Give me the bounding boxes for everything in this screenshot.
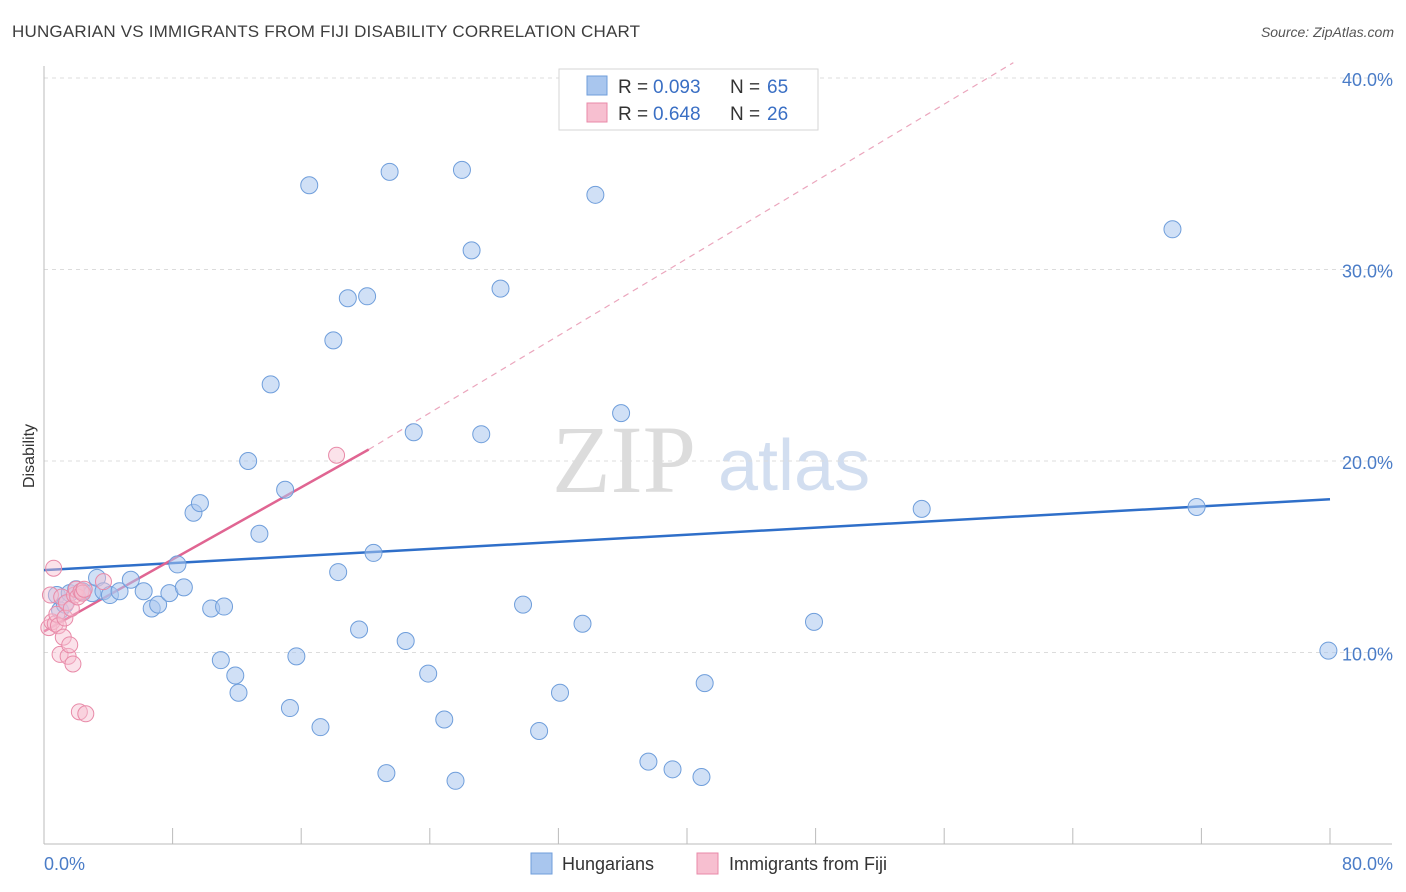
trend-lines <box>43 62 1331 633</box>
fiji-point <box>56 609 74 627</box>
hungarians-point <box>514 595 533 614</box>
x-tick-label: 0.0% <box>44 854 85 874</box>
hungarians-point <box>396 632 415 651</box>
legend-r-label-1: R = <box>618 77 653 98</box>
hungarians-point <box>491 279 510 298</box>
hungarians-point <box>280 699 299 718</box>
legend-swatch-fiji <box>586 102 608 123</box>
legend-r-value-1: 0.093 <box>653 77 701 98</box>
hungarians-point <box>358 287 377 306</box>
legend-r-value-2: 0.648 <box>653 104 701 125</box>
watermark-zip: ZIP <box>552 406 696 513</box>
fiji-point <box>70 703 88 721</box>
y-tick-label: 40.0% <box>1342 70 1393 90</box>
hungarians-point <box>551 683 570 702</box>
hungarians-point <box>435 710 454 729</box>
chart-title: HUNGARIAN VS IMMIGRANTS FROM FIJI DISABI… <box>12 22 641 41</box>
axes: 10.0% 20.0% 30.0% 40.0% 0.0% 80.0% <box>43 66 1393 874</box>
hungarians-point <box>804 612 823 631</box>
hungarians-point <box>912 499 931 518</box>
hungarians-point <box>149 595 168 614</box>
hungarians-point <box>573 614 592 633</box>
hungarians-point <box>612 404 631 423</box>
legend-n-value-1: 65 <box>767 77 788 98</box>
hungarians-point <box>190 494 209 513</box>
hungarians-point <box>1319 641 1338 660</box>
series-legend: Hungarians Immigrants from Fiji <box>530 852 887 875</box>
hungarians-point <box>168 555 187 574</box>
hungarians-point <box>1163 220 1182 239</box>
fiji-point <box>77 705 95 723</box>
series-legend-label-fiji: Immigrants from Fiji <box>729 854 887 874</box>
y-tick-label: 30.0% <box>1342 262 1393 282</box>
hungarians-point <box>211 651 230 670</box>
hungarians-point <box>174 578 193 597</box>
hungarians-point <box>452 160 471 179</box>
hungarians-point <box>226 666 245 685</box>
hungarians-point <box>261 375 280 394</box>
hungarians-point <box>134 582 153 601</box>
hungarians-point <box>663 760 682 779</box>
legend-n-value-2: 26 <box>767 104 788 125</box>
legend-n-label-1: N = <box>730 77 765 98</box>
y-tick-label: 10.0% <box>1342 645 1393 665</box>
hungarians-point <box>215 597 234 616</box>
fiji-point <box>75 580 93 598</box>
fiji-point <box>61 636 79 654</box>
series-legend-swatch-hungarians <box>530 852 553 875</box>
hungarians-point <box>110 582 129 601</box>
hungarians-point <box>695 674 714 693</box>
hungarians-point <box>404 423 423 442</box>
y-axis-title: Disability <box>21 424 38 488</box>
fiji-trend-line <box>43 448 370 633</box>
hungarians-point <box>586 185 605 204</box>
hungarians-point <box>300 176 319 195</box>
data-points <box>40 160 1338 790</box>
fiji-point <box>64 655 82 673</box>
hungarians-point <box>329 563 348 582</box>
hungarians-point <box>338 289 357 308</box>
hungarians-point <box>692 767 711 786</box>
y-tick-label: 20.0% <box>1342 453 1393 473</box>
legend-n-label-2: N = <box>730 104 765 125</box>
hungarians-point <box>462 241 481 260</box>
fiji-point <box>94 573 112 591</box>
hungarians-point <box>472 425 491 444</box>
hungarians-point <box>121 570 140 589</box>
watermark-atlas: atlas <box>718 426 870 506</box>
hungarians-point <box>446 771 465 790</box>
hungarians-point <box>639 752 658 771</box>
legend-swatch-hungarians <box>586 75 608 96</box>
hungarians-point <box>250 524 269 543</box>
correlation-legend: R = 0.093 N = 65 R = 0.648 N = 26 <box>558 68 819 131</box>
hungarians-point <box>1187 497 1206 516</box>
hungarians-point <box>350 620 369 639</box>
hungarians-trend-line <box>43 498 1331 572</box>
series-legend-swatch-fiji <box>696 852 719 875</box>
x-tick-label: 80.0% <box>1342 854 1393 874</box>
grid-lines <box>44 77 1392 653</box>
hungarians-point <box>530 722 549 741</box>
hungarians-point <box>419 664 438 683</box>
hungarians-point <box>287 647 306 666</box>
fiji-trend-extension <box>368 62 1014 451</box>
fiji-point <box>328 446 346 464</box>
hungarians-point <box>380 162 399 181</box>
source-label: Source: ZipAtlas.com <box>1260 24 1394 40</box>
legend-r-label-2: R = <box>618 104 653 125</box>
fiji-point <box>45 559 63 577</box>
hungarians-point <box>239 452 258 470</box>
hungarians-point <box>324 331 343 350</box>
series-legend-label-hungarians: Hungarians <box>562 854 654 874</box>
hungarians-point <box>377 764 396 783</box>
hungarians-point <box>276 480 295 499</box>
hungarians-point <box>311 718 330 737</box>
hungarians-point <box>364 543 383 562</box>
hungarians-point <box>229 683 248 702</box>
